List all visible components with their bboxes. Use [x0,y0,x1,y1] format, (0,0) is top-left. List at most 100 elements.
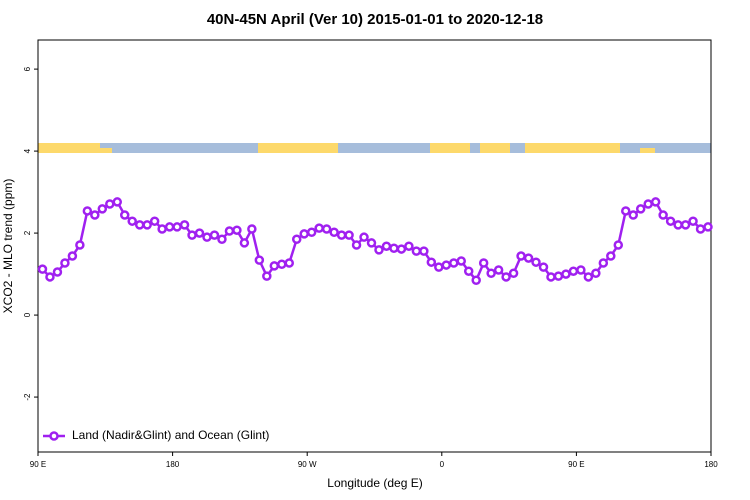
data-point [306,227,317,238]
y-tick-label: 6 [23,66,32,71]
data-point [202,232,212,242]
data-point [396,244,407,254]
data-point [217,234,227,244]
x-tick-label: 90 W [298,460,317,469]
data-point [546,272,556,282]
data-point [478,258,489,268]
data-point [695,224,706,234]
data-point [224,226,235,236]
data-point [97,204,108,214]
plot-frame [37,39,712,453]
data-point [75,240,85,250]
data-point [351,240,362,250]
legend-marker [49,431,59,441]
data-point [538,262,549,272]
legend-label: Land (Nadir&Glint) and Ocean (Glint) [72,428,269,442]
data-point [291,234,302,244]
data-point [194,228,205,238]
data-point [598,258,609,268]
data-point [471,275,481,285]
data-point [127,216,137,226]
data-point [516,251,526,261]
data-point [52,267,63,277]
data-point [561,269,571,279]
data-point [680,220,691,230]
data-point [650,197,661,207]
data-point [508,268,519,279]
land-ocean-strip [38,143,711,153]
data-point [576,265,586,275]
data-point [45,272,55,282]
data-point [359,232,369,242]
data-point [621,206,631,216]
data-point [284,258,295,268]
data-point [321,224,332,234]
data-point [583,272,594,282]
y-tick-label: 0 [23,312,32,317]
data-point [60,258,70,268]
data-point [441,260,452,270]
data-point [157,224,167,234]
data-point [613,240,624,250]
data-point [591,268,601,279]
y-tick-label: 4 [23,148,32,153]
data-point [501,272,511,282]
data-point [486,268,496,279]
data-point [277,259,287,269]
data-point [703,222,713,232]
data-point [179,220,190,230]
data-point [149,216,160,226]
x-tick-label: 180 [166,460,180,469]
data-point [493,265,504,275]
y-axis-label: XCO2 - MLO trend (ppm) [1,179,15,314]
data-point [262,271,272,281]
data-point [134,220,145,230]
x-tick-label: 180 [704,460,718,469]
data-point [329,227,339,238]
data-point [239,238,250,248]
data-point [688,216,698,226]
data-point [658,210,668,220]
data-point [299,229,309,239]
data-point [232,225,242,235]
data-point [449,258,459,268]
data-point [635,204,646,214]
data-point [336,230,347,240]
data-point [411,246,422,256]
x-tick-label: 90 E [30,460,46,469]
x-tick-label: 90 E [568,460,584,469]
data-point [606,251,616,261]
data-point [247,224,257,234]
data-point [172,222,182,232]
data-point [404,241,414,251]
data-point [82,206,93,216]
data-point [553,271,564,281]
data-point [187,230,197,240]
data-point [366,238,377,248]
chart-title: 40N-45N April (Ver 10) 2015-01-01 to 202… [207,11,543,28]
data-point [374,245,384,255]
data-point [456,256,466,266]
data-point [568,266,579,276]
x-axis-label: Longitude (deg E) [327,476,422,490]
data-point [164,222,175,232]
y-tick-label: 2 [23,230,32,235]
data-point [142,220,152,230]
data-point [90,210,100,220]
data-point [254,255,265,265]
data-point [673,220,683,230]
data-point [389,243,399,254]
data-point [419,246,429,256]
x-tick-label: 0 [440,460,445,469]
data-point [112,197,123,207]
data-point [523,253,534,263]
data-point [628,210,638,220]
data-point [269,261,280,271]
data-point [37,264,48,274]
y-tick-label: -2 [23,393,32,401]
data-point [105,199,115,209]
data-point [434,262,444,272]
data-point [67,251,78,261]
data-point [643,199,653,209]
